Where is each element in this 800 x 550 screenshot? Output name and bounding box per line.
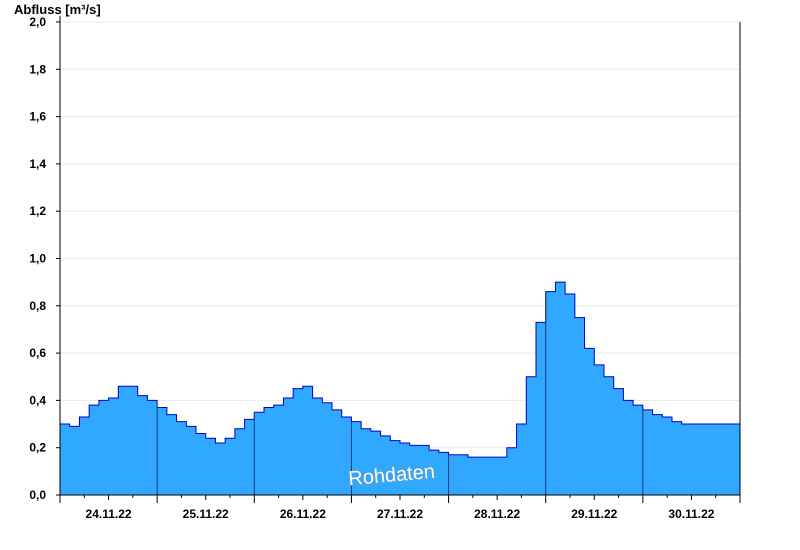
y-tick-label: 1,4 [29,157,46,171]
y-tick-label: 1,2 [29,204,46,218]
x-tick-label: 29.11.22 [571,507,617,521]
x-axis-ticks: 24.11.22 25.11.22 26.11.22 27.11.22 28.11.22… [59,495,741,521]
y-axis-ticks: 0,0 0,2 0,4 0,6 0,8 1,0 1,2 1,4 1,6 1,8 2,0 [29,15,60,502]
discharge-line [60,281,740,458]
y-tick-label: 1,6 [29,110,46,124]
y-tick-label: 2,0 [29,15,46,29]
discharge-area [60,281,740,495]
y-tick-label: 0,2 [29,441,46,455]
y-tick-label: 0,8 [29,299,46,313]
y-tick-label: 1,8 [29,62,46,76]
x-tick-label: 24.11.22 [86,507,132,521]
x-tick-label: 27.11.22 [377,507,423,521]
y-axis-title: Abfluss [m³/s] [14,2,101,17]
x-tick-label: 30.11.22 [668,507,714,521]
y-tick-label: 0,6 [29,346,46,360]
gridlines [60,21,740,449]
y-tick-label: 0,0 [29,488,46,502]
y-tick-label: 0,4 [29,393,46,407]
x-tick-label: 28.11.22 [474,507,520,521]
discharge-fill [60,282,740,495]
day-separators [156,291,644,495]
y-tick-label: 1,0 [29,252,46,266]
x-tick-label: 26.11.22 [280,507,326,521]
x-tick-label: 25.11.22 [183,507,229,521]
